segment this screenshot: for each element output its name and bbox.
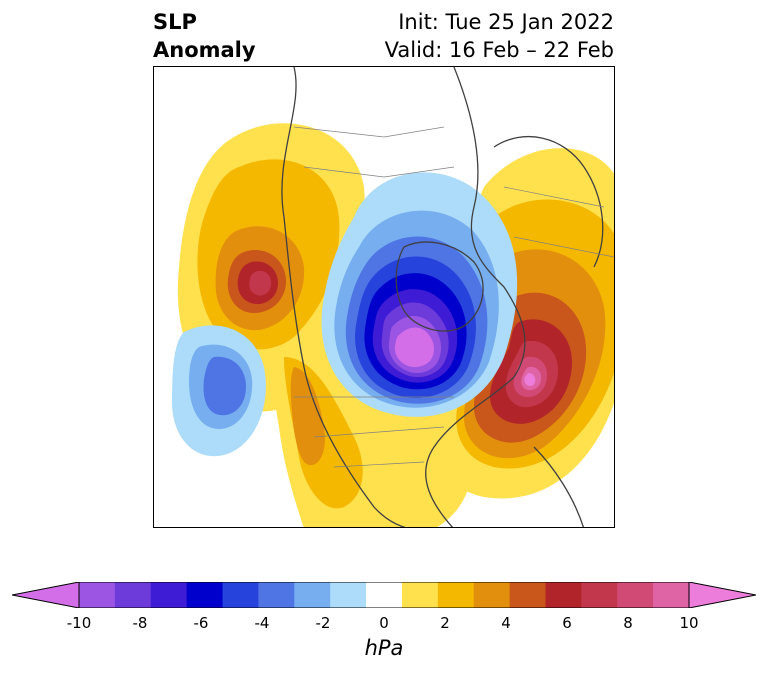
colorbar-tick-label: 2 <box>440 614 450 632</box>
init-date: Init: Tue 25 Jan 2022 <box>398 10 614 34</box>
colorbar-segment <box>617 582 654 608</box>
colorbar-segment <box>653 582 690 608</box>
anomaly-label: Anomaly <box>153 38 256 62</box>
colorbar-segment <box>114 582 152 608</box>
borders <box>293 126 614 468</box>
colorbar-segment <box>294 582 331 608</box>
colorbar-tick-label: 10 <box>679 614 699 632</box>
colorbar-segment <box>258 582 295 608</box>
colorbar-tick-label: -2 <box>315 614 331 632</box>
colorbar-frame <box>78 582 690 608</box>
date-info: Init: Tue 25 Jan 2022 Valid: 16 Feb – 22… <box>385 8 614 64</box>
colorbar-segment <box>79 582 116 608</box>
colorbar-ticks: -10 -8 -6 -4 -2 0 2 4 6 8 10 <box>0 614 768 634</box>
colorbar-tick-label: -6 <box>193 614 209 632</box>
colorbar-tick-label: 8 <box>623 614 633 632</box>
arctic-low-contours <box>321 172 518 417</box>
colorbar <box>12 582 756 608</box>
colorbar-right-extension <box>688 582 756 608</box>
colorbar-segment <box>581 582 618 608</box>
colorbar-segment <box>186 582 224 608</box>
colorbar-segment <box>437 582 475 608</box>
colorbar-left-extension <box>12 582 80 608</box>
valid-range: Valid: 16 Feb – 22 Feb <box>384 38 614 62</box>
colorbar-tick-label: 0 <box>379 614 389 632</box>
colorbar-segment <box>150 582 188 608</box>
colorbar-segment <box>330 582 367 608</box>
southern-high-contours <box>271 345 472 527</box>
coastlines <box>281 67 604 527</box>
variable-label: SLP <box>153 10 197 34</box>
colorbar-unit: hPa <box>364 636 404 660</box>
colorbar-segment <box>545 582 582 608</box>
slp-anomaly-map <box>153 66 615 528</box>
colorbar-segment <box>401 582 439 608</box>
map-canvas <box>172 67 614 527</box>
colorbar-tick-label: -10 <box>66 614 92 632</box>
colorbar-tick-label: 6 <box>562 614 572 632</box>
colorbar-segment <box>509 582 546 608</box>
colorbar-tick-label: -8 <box>132 614 148 632</box>
map-title: SLP Anomaly <box>153 8 256 64</box>
pacific-low-contours <box>172 325 266 457</box>
colorbar-segment <box>473 582 511 608</box>
colorbar-tick-label: -4 <box>254 614 270 632</box>
colorbar-segment <box>366 582 403 608</box>
colorbar-segment <box>222 582 259 608</box>
colorbar-tick-label: 4 <box>501 614 511 632</box>
